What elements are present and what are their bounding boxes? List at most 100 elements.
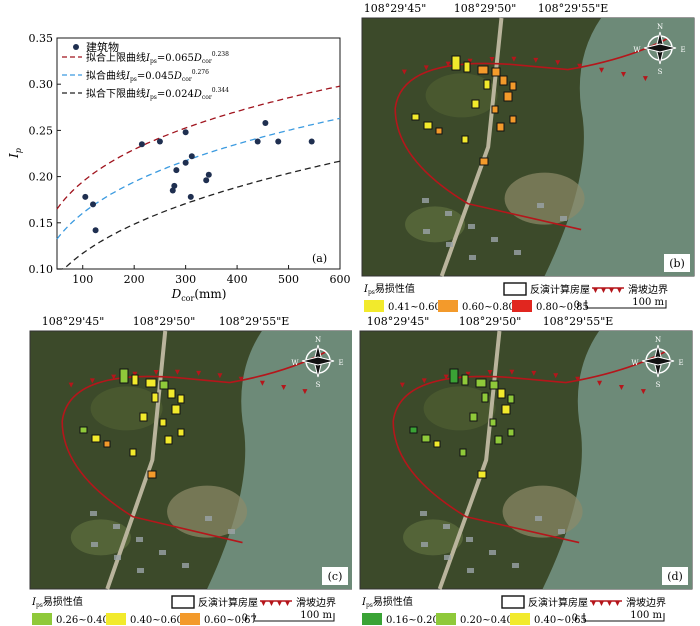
compass-icon: N S E W: [631, 336, 683, 389]
building: [494, 435, 503, 445]
map-panel-d: 108°29'45"108°29'50"108°29'55"ENSEW(d)30…: [352, 313, 700, 626]
boundary-marker: [68, 382, 74, 388]
landslide-boundary: [394, 37, 668, 205]
boundary-marker: [465, 371, 471, 377]
longitude-label: 108°29'55"E: [538, 2, 609, 15]
class-label: 0.16~0.20: [386, 615, 439, 626]
building: [167, 388, 176, 399]
class-label: 0.20~0.40: [460, 615, 513, 626]
other-house: [469, 255, 476, 260]
scale-zero: 0: [572, 613, 578, 624]
y-tick-label: 0.35: [29, 32, 54, 45]
longitude-label: 108°29'45": [364, 2, 427, 15]
data-point: [254, 138, 261, 145]
class-swatch: [510, 613, 530, 625]
boundary-marker: [553, 373, 559, 379]
data-point: [82, 193, 89, 200]
other-house: [445, 211, 452, 216]
boundary-legend-marker: [615, 601, 620, 606]
building: [483, 79, 491, 90]
compass-w: W: [633, 46, 641, 54]
bare-slope: [502, 485, 583, 538]
building: [411, 113, 420, 121]
building: [119, 368, 129, 384]
building: [507, 394, 515, 404]
building: [451, 55, 461, 71]
compass-s: S: [316, 381, 321, 389]
building-legend-swatch: [503, 282, 527, 296]
other-house: [468, 224, 475, 229]
building: [469, 412, 478, 422]
boundary-marker: [259, 380, 265, 386]
river-water: [542, 331, 692, 589]
boundary-legend-marker: [261, 601, 266, 606]
legend-title: Ips易损性值: [363, 282, 415, 296]
boundary-marker: [642, 76, 648, 82]
boundary-marker: [445, 61, 451, 67]
other-house: [560, 216, 567, 221]
legend-label-curve-1: 拟合曲线Ips=0.045Dcor0.276: [86, 69, 209, 83]
panel-label-box: [322, 567, 348, 585]
compass-icon: N S E W: [291, 336, 343, 389]
class-swatch: [362, 613, 382, 625]
building: [463, 61, 471, 73]
building: [129, 448, 137, 457]
river-water: [207, 331, 352, 589]
boundary-marker: [196, 370, 202, 376]
building: [471, 99, 480, 109]
other-house: [90, 511, 97, 516]
vegetation-patch: [423, 386, 496, 431]
building: [503, 91, 513, 102]
other-house: [537, 203, 544, 208]
class-label: 0.40~0.65: [534, 615, 587, 626]
building: [421, 434, 431, 443]
satellite-image: [29, 330, 352, 590]
map-panel-b: 108°29'45"108°29'50"108°29'55"ENSEW(b)30…: [352, 0, 700, 313]
boundary-marker: [489, 57, 495, 63]
compass-w: W: [291, 359, 299, 367]
x-tick-label: 200: [124, 273, 145, 286]
other-house: [423, 229, 430, 234]
building: [147, 470, 157, 479]
building: [507, 428, 515, 437]
boundary-legend-marker: [591, 601, 596, 606]
y-tick-label: 0.15: [29, 217, 54, 230]
landslide-boundary-toe: [466, 515, 580, 544]
building: [139, 412, 148, 422]
other-house: [205, 516, 212, 521]
building: [409, 426, 418, 434]
building-legend-swatch: [171, 595, 195, 609]
boundary-legend-marker: [599, 601, 604, 606]
y-tick-label: 0.10: [29, 263, 54, 276]
boundary-legend-marker: [593, 288, 598, 293]
boundary-marker: [577, 63, 583, 69]
data-point: [138, 141, 145, 148]
scale-label: 100 m: [632, 297, 664, 308]
compass-n: N: [315, 336, 321, 344]
class-swatch: [512, 300, 532, 312]
building-legend-label: 反演计算房屋: [198, 596, 258, 609]
panel-label-box: [662, 567, 688, 585]
building: [145, 378, 157, 388]
y-tick-label: 0.25: [29, 124, 54, 137]
other-house: [489, 550, 496, 555]
boundary-marker: [111, 374, 117, 380]
building: [479, 157, 489, 166]
legend-point-marker: [73, 44, 79, 50]
building: [497, 388, 506, 399]
y-tick-label: 0.20: [29, 171, 54, 184]
building: [79, 426, 88, 434]
scale-bar: [585, 300, 667, 309]
class-swatch: [438, 300, 458, 312]
other-house: [228, 529, 235, 534]
other-house: [491, 237, 498, 242]
x-tick-label: 500: [278, 273, 299, 286]
panel-label-a: (a): [312, 252, 327, 265]
boundary-marker: [533, 57, 539, 63]
landslide-boundary: [61, 350, 327, 518]
other-house: [159, 550, 166, 555]
boundary-legend-marker: [607, 601, 612, 606]
boundary-marker: [640, 389, 646, 395]
scale-zero: 0: [242, 613, 248, 624]
boundary-marker: [401, 69, 407, 75]
